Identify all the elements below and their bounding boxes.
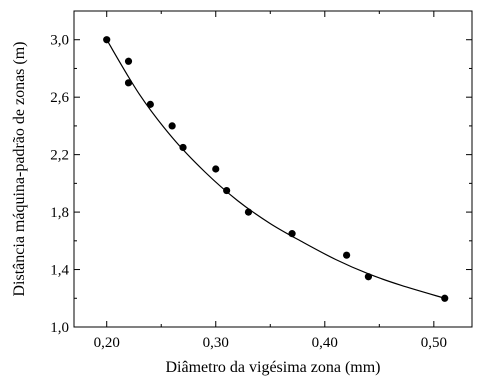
fit-curve <box>106 39 445 299</box>
data-point <box>146 100 154 108</box>
data-point <box>103 36 111 44</box>
data-point <box>212 165 220 173</box>
y-tick-label: 2,2 <box>50 148 69 164</box>
data-point <box>168 122 176 130</box>
data-point <box>364 273 373 281</box>
x-tick-label: 0,20 <box>94 335 120 351</box>
data-point <box>223 186 231 195</box>
data-point <box>179 143 187 152</box>
data-point <box>441 294 449 302</box>
x-tick-label: 0,40 <box>312 335 338 351</box>
y-tick-label: 1,8 <box>50 205 69 221</box>
data-point <box>124 79 133 87</box>
data-point <box>343 251 351 259</box>
x-tick-label: 0,30 <box>203 335 229 351</box>
y-tick-label: 1,0 <box>50 320 69 336</box>
data-point <box>244 208 253 216</box>
data-points <box>103 36 449 302</box>
data-point <box>288 230 296 238</box>
x-axis-label: Diâmetro da vigésima zona (mm) <box>165 359 380 376</box>
y-axis-label: Distância máquina-padrão de zonas (m) <box>11 41 28 296</box>
plot-frame <box>73 10 473 328</box>
x-tick-label: 0,50 <box>421 335 447 351</box>
axis-ticks <box>74 10 472 328</box>
y-tick-label: 1,4 <box>50 263 69 279</box>
axis-tick-labels: 0,20 0,30 0,40 0,50 1,0 1,4 1,8 2,2 2,6 3,0 <box>50 33 447 351</box>
y-tick-label: 3,0 <box>50 33 69 49</box>
data-point <box>124 57 133 65</box>
y-tick-label: 2,6 <box>50 90 69 106</box>
